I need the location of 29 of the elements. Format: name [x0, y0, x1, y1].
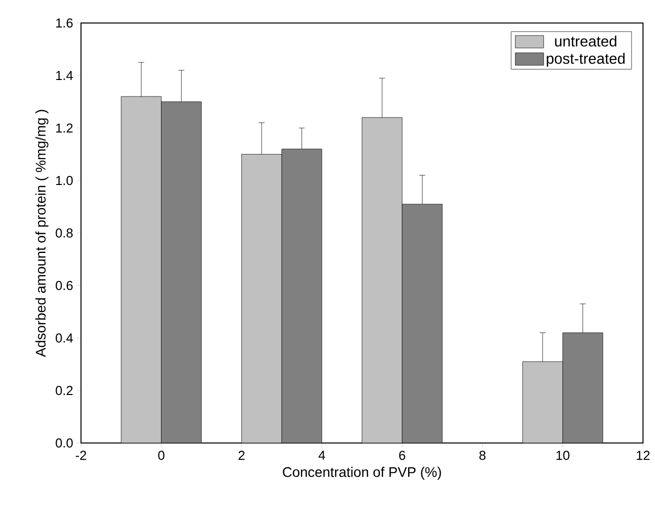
bar [402, 204, 442, 443]
bar [562, 332, 604, 443]
bar [362, 117, 402, 443]
y-tick-label: 0.8 [56, 228, 73, 238]
x-tick-label: 4 [318, 450, 326, 460]
bar [282, 148, 322, 443]
y-tick-label: 0.2 [56, 386, 73, 396]
y-tick-label: 0.4 [56, 333, 73, 343]
bar [161, 102, 202, 443]
y-axis-title: Adsorbed amount of protein ( %mg/mg ) [35, 110, 48, 358]
bar [522, 361, 563, 443]
x-tick-label: 10 [556, 450, 570, 460]
x-tick-label: 6 [399, 450, 406, 460]
legend-label: post-treated [546, 52, 625, 67]
y-tick-label: 1.4 [56, 71, 73, 80]
y-tick-label: 1.0 [56, 176, 73, 186]
legend-label: untreated [555, 36, 616, 47]
bar [241, 154, 282, 443]
bar [120, 96, 162, 443]
y-tick-label: 1.6 [56, 18, 73, 28]
y-tick-label: 1.2 [56, 123, 73, 133]
y-tick-label: 0.0 [56, 438, 73, 448]
x-tick-label: 2 [238, 450, 245, 460]
x-axis-title: Concentration of PVP (%) [282, 466, 441, 480]
y-tick-label: 0.6 [56, 280, 73, 290]
x-tick-label: 8 [479, 450, 486, 460]
x-tick-label: 12 [636, 450, 650, 460]
x-tick-label: 0 [158, 450, 164, 460]
x-tick-label: -2 [76, 450, 86, 460]
